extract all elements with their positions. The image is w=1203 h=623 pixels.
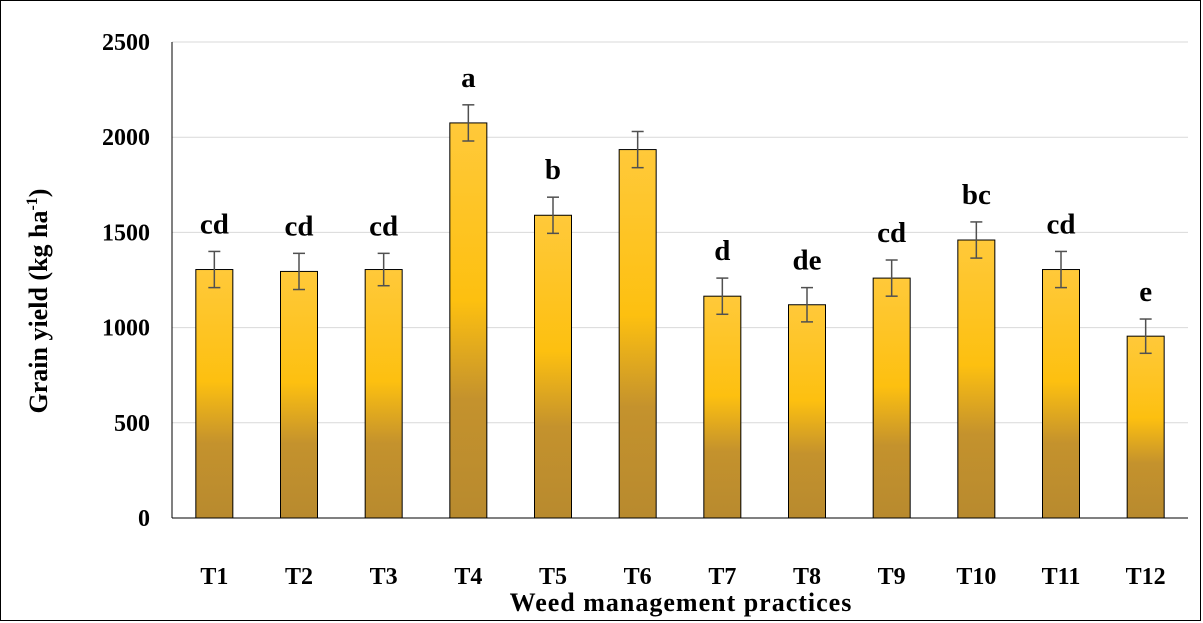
x-tick-label: T3: [370, 564, 398, 590]
x-tick-label: T1: [200, 564, 228, 590]
y-tick-label: 1500: [102, 220, 150, 246]
bar: [449, 122, 488, 519]
axes: [171, 42, 1188, 519]
bar: [703, 295, 742, 519]
y-tick-label: 1000: [102, 316, 150, 342]
x-tick-label: T6: [624, 564, 652, 590]
significance-letter: bc: [962, 179, 991, 211]
bar: [618, 149, 657, 519]
significance-letter: cd: [877, 217, 906, 249]
significance-letter: de: [793, 245, 822, 277]
y-tick-label: 0: [138, 506, 150, 532]
y-tick-label: 500: [114, 411, 150, 437]
bar: [788, 304, 826, 519]
x-tick-label: T4: [454, 564, 482, 590]
x-tick-label: T8: [793, 564, 821, 590]
x-tick-label: T12: [1126, 564, 1166, 590]
y-tick-label: 2500: [102, 30, 150, 56]
bar: [280, 270, 318, 519]
x-tick-label: T7: [708, 564, 736, 590]
x-tick-label: T9: [878, 564, 906, 590]
significance-letter: cd: [1047, 208, 1076, 240]
bar: [872, 277, 911, 519]
x-tick-label: T5: [539, 564, 567, 590]
significance-letter: cd: [369, 210, 398, 242]
significance-letter: cd: [285, 210, 314, 242]
y-tick-label: 2000: [102, 125, 150, 151]
bar: [957, 239, 996, 519]
bar: [534, 214, 572, 519]
bar: [195, 269, 234, 519]
significance-letter: a: [461, 62, 476, 94]
significance-letter: b: [545, 154, 561, 186]
y-axis-title: Grain yield (kg ha-1): [24, 189, 53, 414]
labels: 0 500 1000 1500 2000 2500 cd T1 cd T2 cd T3 a T4 b T5 T6…: [102, 30, 1166, 590]
gridlines: [172, 41, 1188, 424]
significance-letter: d: [714, 235, 730, 267]
x-axis-title: Weed management practices: [510, 588, 853, 617]
bar: [1042, 269, 1080, 519]
bar: [364, 269, 403, 519]
x-tick-label: T10: [956, 564, 996, 590]
x-tick-label: T11: [1042, 564, 1081, 590]
significance-letter: cd: [200, 208, 229, 240]
x-tick-label: T2: [285, 564, 313, 590]
bar: [1126, 335, 1165, 519]
bars: [195, 104, 1165, 519]
significance-letter: e: [1139, 276, 1152, 308]
